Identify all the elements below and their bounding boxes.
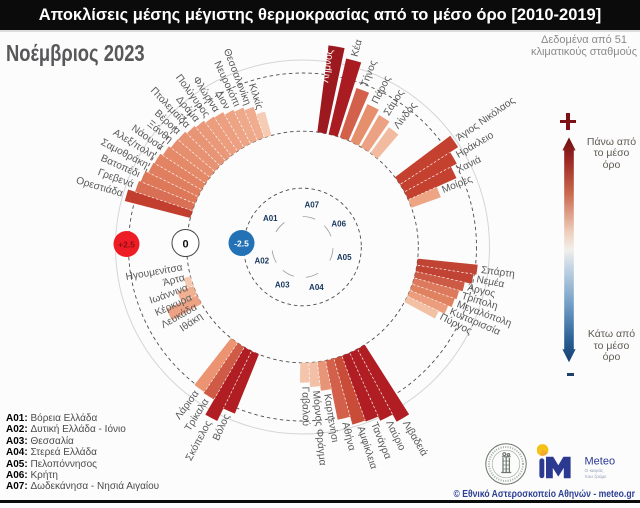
svg-text:A02: A02	[254, 256, 269, 265]
svg-text:Ο καιρός: Ο καιρός	[585, 467, 605, 474]
svg-text:0: 0	[182, 239, 188, 251]
svg-text:Meteo: Meteo	[585, 456, 616, 468]
svg-text:Νεμέα: Νεμέα	[475, 273, 505, 290]
svg-text:που ζούμε: που ζούμε	[585, 473, 608, 480]
svg-text:A05: A05	[337, 253, 352, 262]
svg-text:Σπάρτη: Σπάρτη	[480, 264, 515, 280]
svg-text:A07: A07	[304, 201, 319, 210]
svg-text:Λήμνος: Λήμνος	[319, 49, 336, 84]
svg-text:A01: A01	[263, 214, 278, 223]
svg-text:Άρτα: Άρτα	[162, 273, 186, 289]
svg-text:A03: A03	[275, 280, 290, 289]
svg-text:Γαβαλού: Γαβαλού	[299, 386, 312, 426]
svg-text:A06: A06	[331, 219, 346, 228]
svg-text:+2.5: +2.5	[118, 240, 135, 250]
svg-text:Κέα: Κέα	[349, 38, 365, 58]
svg-text:-2.5: -2.5	[234, 239, 249, 249]
svg-text:A04: A04	[309, 283, 324, 292]
